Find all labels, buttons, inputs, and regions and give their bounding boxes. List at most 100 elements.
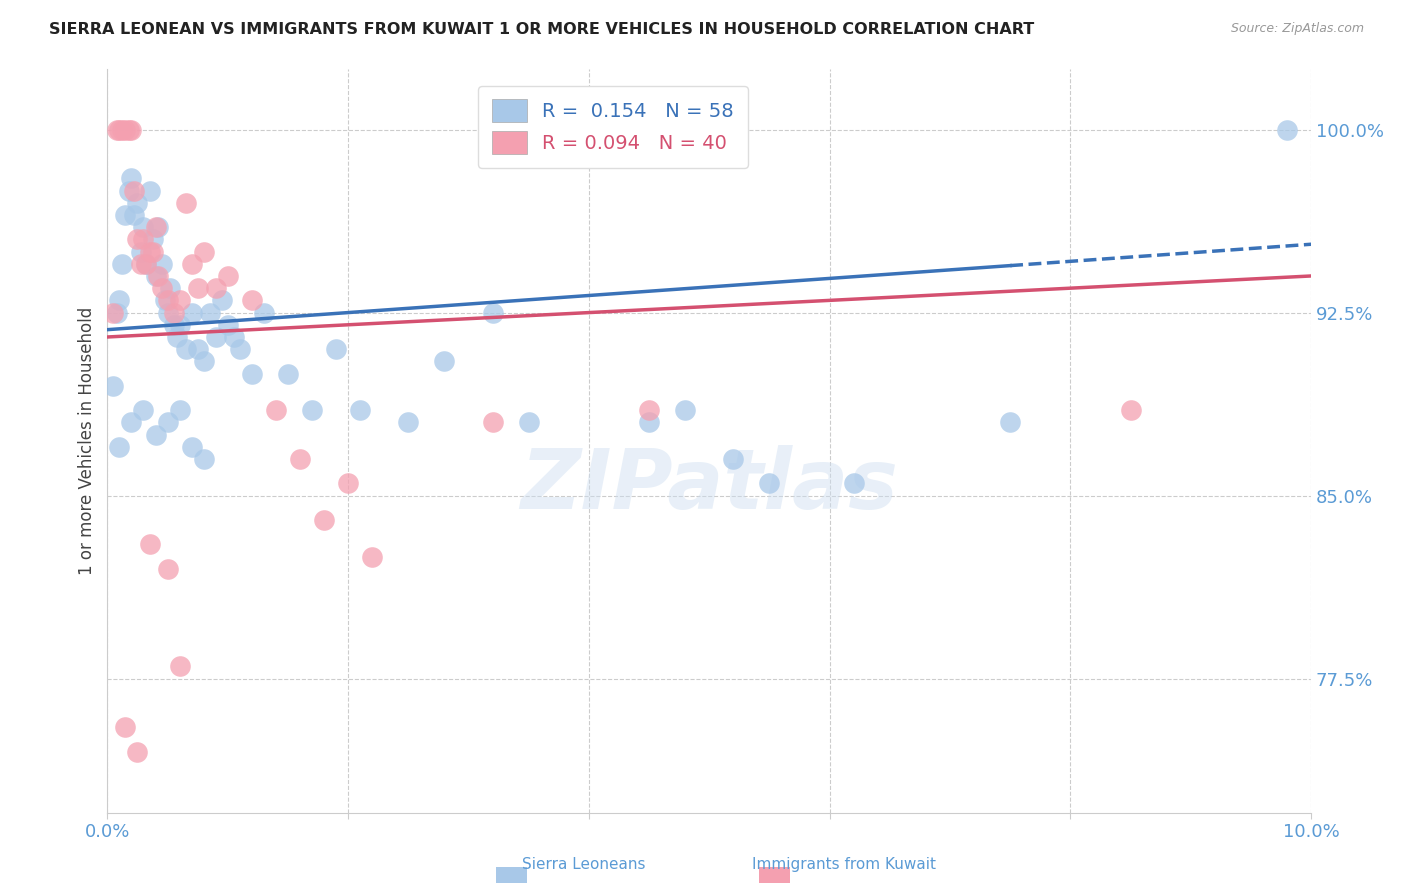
- Point: [122, 184, 145, 198]
- Point: [129, 257, 152, 271]
- Point: [166, 330, 188, 344]
- Point: [217, 318, 239, 332]
- Point: [114, 208, 136, 222]
- Point: [108, 293, 131, 308]
- Point: [180, 305, 202, 319]
- Text: ZIPatlas: ZIPatlas: [520, 445, 898, 526]
- Point: [132, 403, 155, 417]
- Point: [204, 281, 226, 295]
- Point: [638, 403, 661, 417]
- Point: [193, 452, 215, 467]
- Point: [127, 745, 149, 759]
- Point: [264, 403, 287, 417]
- Point: [108, 440, 131, 454]
- Point: [162, 305, 184, 319]
- Point: [174, 195, 197, 210]
- Point: [998, 416, 1021, 430]
- Point: [312, 513, 335, 527]
- Point: [198, 305, 221, 319]
- Point: [169, 318, 191, 332]
- Point: [301, 403, 323, 417]
- Point: [118, 122, 141, 136]
- Point: [145, 427, 167, 442]
- Point: [129, 244, 152, 259]
- Legend: R =  0.154   N = 58, R = 0.094   N = 40: R = 0.154 N = 58, R = 0.094 N = 40: [478, 86, 748, 168]
- Point: [842, 476, 865, 491]
- Point: [114, 721, 136, 735]
- Point: [127, 232, 149, 246]
- Point: [169, 403, 191, 417]
- Point: [120, 416, 142, 430]
- Point: [758, 476, 780, 491]
- Point: [723, 452, 745, 467]
- Point: [193, 354, 215, 368]
- Point: [180, 257, 202, 271]
- Point: [222, 330, 245, 344]
- Point: [142, 244, 165, 259]
- Point: [120, 171, 142, 186]
- Point: [122, 208, 145, 222]
- Point: [349, 403, 371, 417]
- Point: [103, 305, 125, 319]
- Point: [103, 379, 125, 393]
- Point: [135, 257, 157, 271]
- Point: [481, 305, 503, 319]
- Point: [217, 268, 239, 283]
- Point: [187, 342, 209, 356]
- Point: [1119, 403, 1142, 417]
- Point: [337, 476, 360, 491]
- Point: [120, 122, 142, 136]
- Point: [132, 232, 155, 246]
- Point: [1275, 122, 1298, 136]
- Point: [138, 184, 160, 198]
- Point: [169, 659, 191, 673]
- Point: [174, 342, 197, 356]
- Point: [150, 257, 173, 271]
- Point: [108, 122, 131, 136]
- Point: [156, 305, 179, 319]
- Point: [156, 562, 179, 576]
- Text: Sierra Leoneans: Sierra Leoneans: [522, 857, 645, 872]
- Point: [146, 220, 169, 235]
- Point: [132, 220, 155, 235]
- Point: [150, 281, 173, 295]
- Point: [142, 232, 165, 246]
- Point: [111, 257, 134, 271]
- Point: [187, 281, 209, 295]
- Point: [159, 281, 181, 295]
- Point: [105, 305, 128, 319]
- Y-axis label: 1 or more Vehicles in Household: 1 or more Vehicles in Household: [79, 307, 96, 574]
- Point: [211, 293, 233, 308]
- Point: [111, 122, 134, 136]
- Point: [204, 330, 226, 344]
- Point: [193, 244, 215, 259]
- Point: [138, 537, 160, 551]
- Point: [156, 416, 179, 430]
- Point: [229, 342, 252, 356]
- Point: [146, 268, 169, 283]
- Point: [127, 195, 149, 210]
- Point: [180, 440, 202, 454]
- Point: [481, 416, 503, 430]
- Point: [325, 342, 347, 356]
- Point: [673, 403, 696, 417]
- Point: [240, 293, 263, 308]
- Point: [638, 416, 661, 430]
- Point: [517, 416, 540, 430]
- Point: [169, 293, 191, 308]
- Text: Immigrants from Kuwait: Immigrants from Kuwait: [752, 857, 935, 872]
- Point: [138, 244, 160, 259]
- Point: [156, 293, 179, 308]
- Point: [396, 416, 419, 430]
- Point: [240, 367, 263, 381]
- Point: [288, 452, 311, 467]
- Text: SIERRA LEONEAN VS IMMIGRANTS FROM KUWAIT 1 OR MORE VEHICLES IN HOUSEHOLD CORRELA: SIERRA LEONEAN VS IMMIGRANTS FROM KUWAIT…: [49, 22, 1035, 37]
- Point: [105, 122, 128, 136]
- Point: [162, 318, 184, 332]
- Text: Source: ZipAtlas.com: Source: ZipAtlas.com: [1230, 22, 1364, 36]
- Point: [145, 268, 167, 283]
- Point: [253, 305, 276, 319]
- Point: [145, 220, 167, 235]
- Point: [433, 354, 456, 368]
- Point: [153, 293, 176, 308]
